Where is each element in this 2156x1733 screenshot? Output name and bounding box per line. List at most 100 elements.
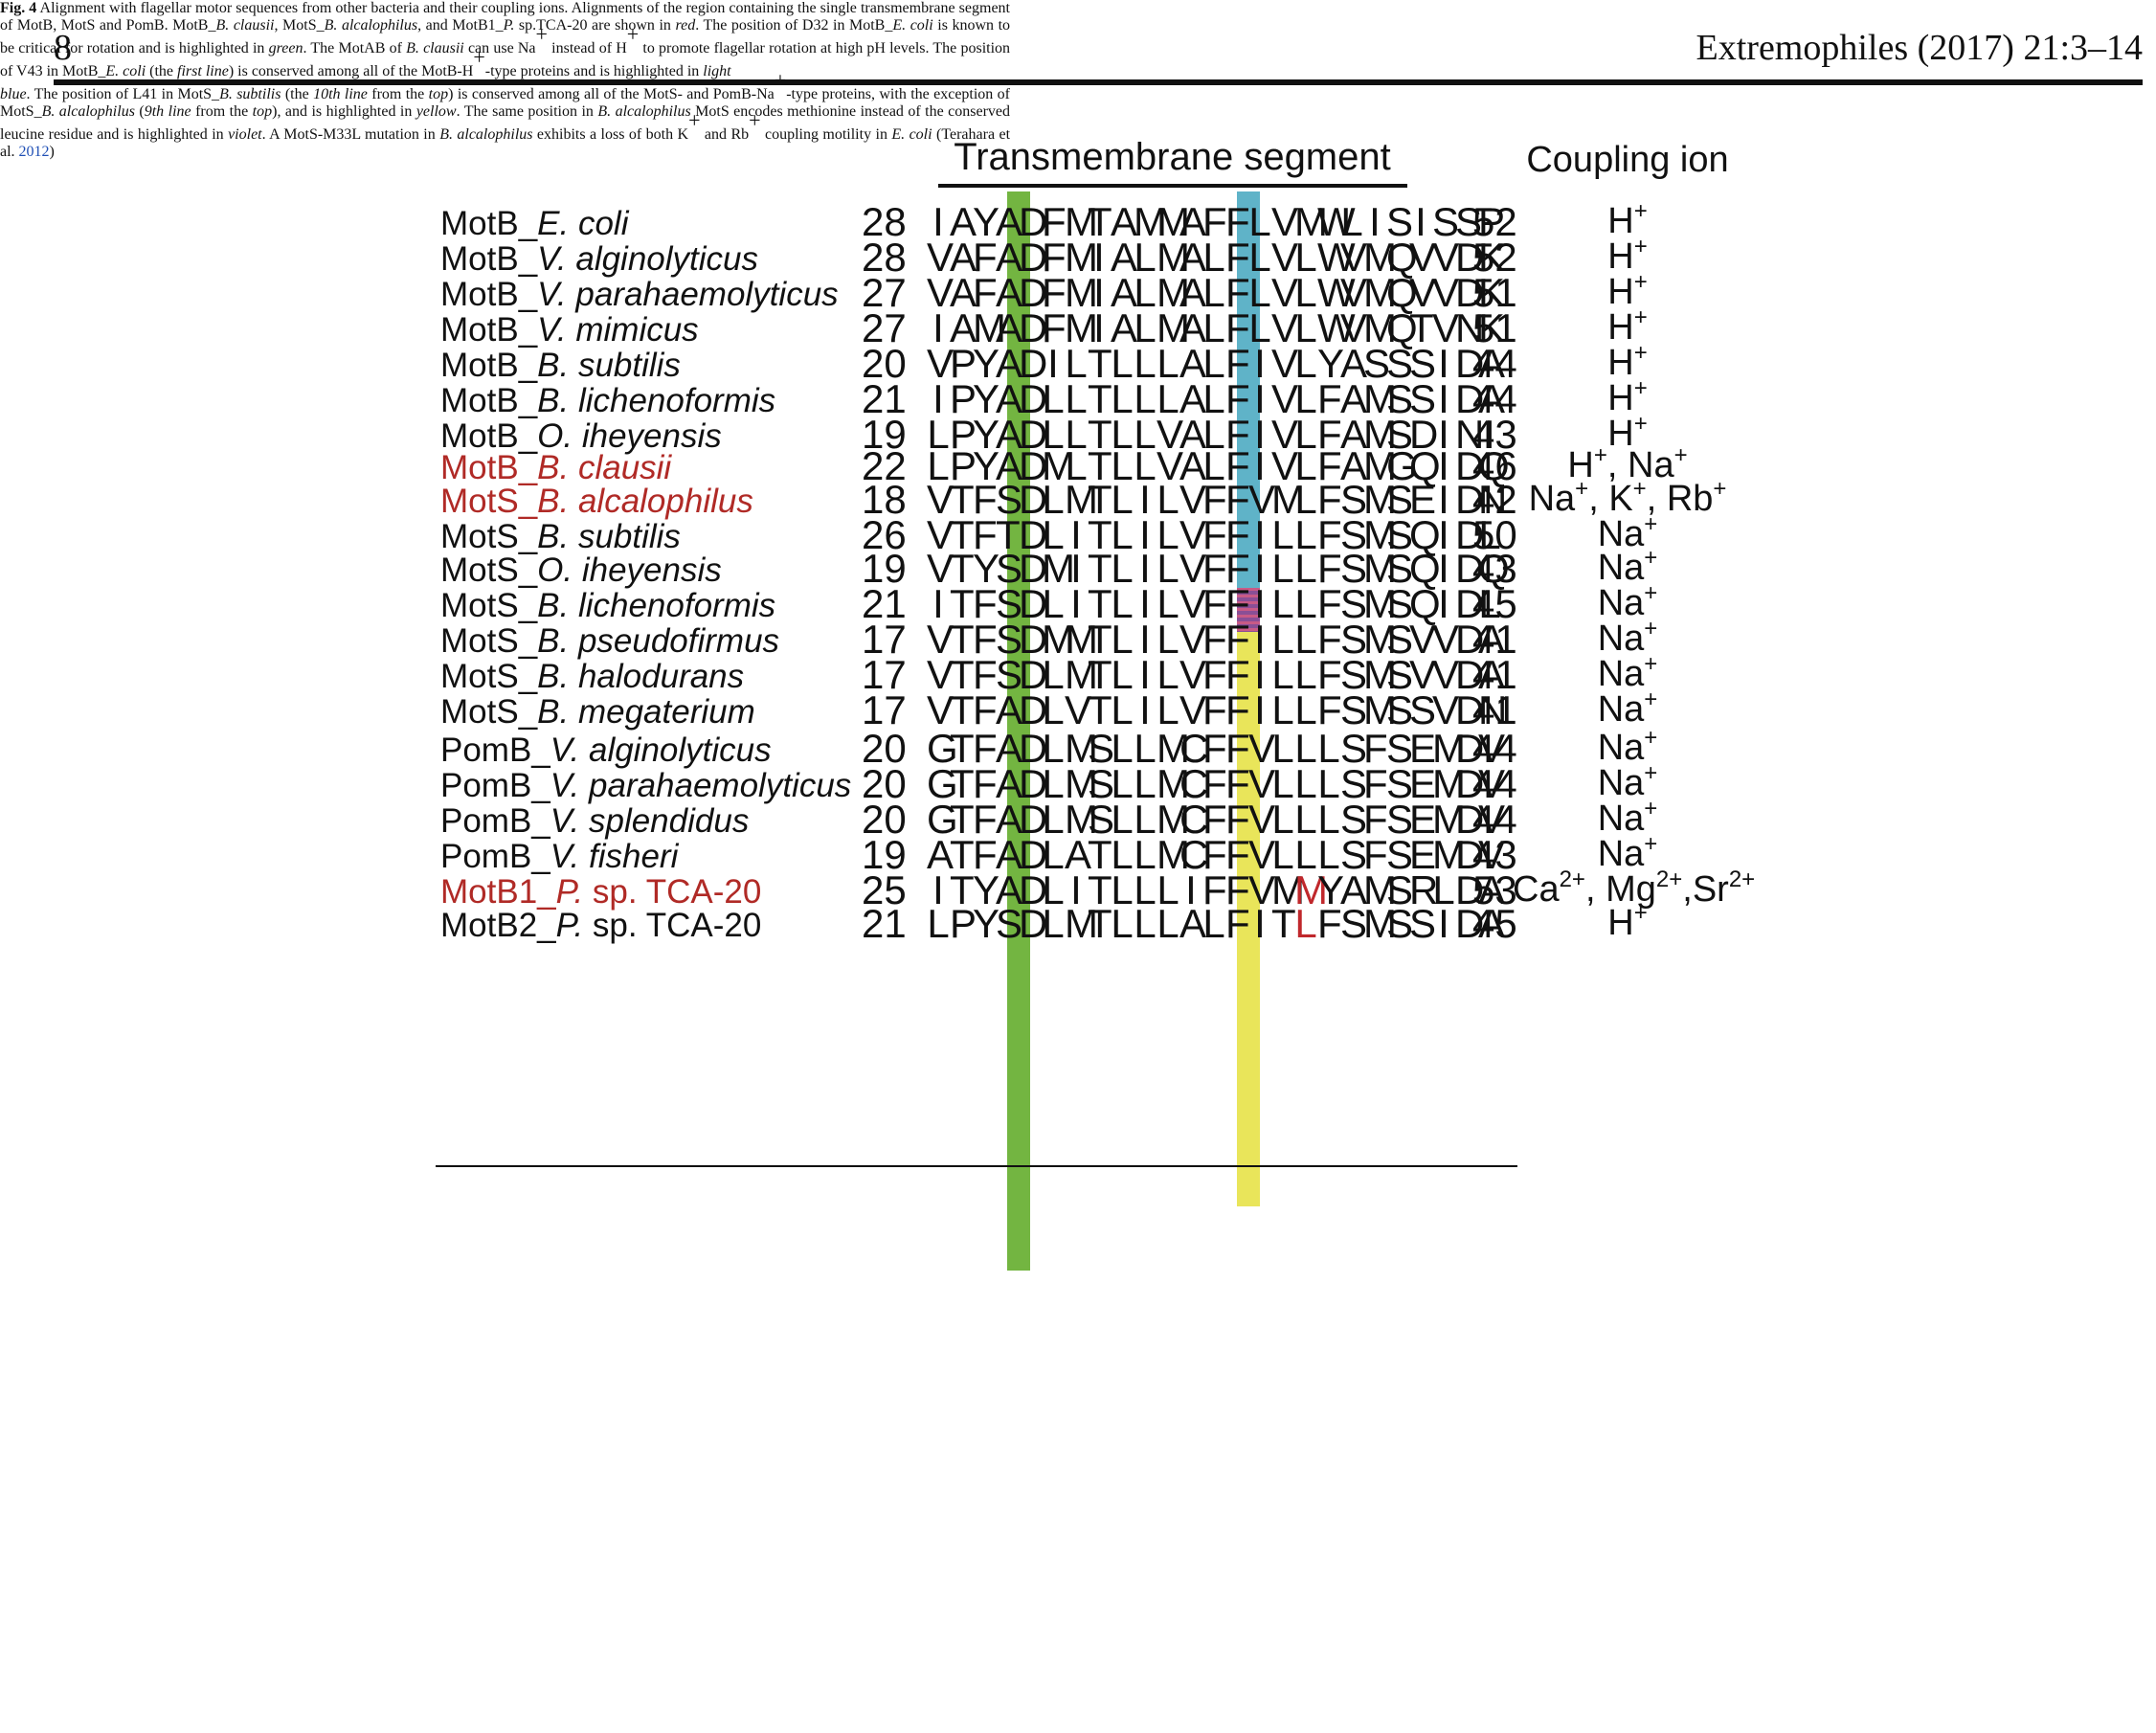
residue: K bbox=[1478, 235, 1506, 280]
residue: L bbox=[1294, 617, 1317, 662]
residue: F bbox=[1363, 726, 1388, 771]
coupling-ion: Na+ bbox=[1597, 616, 1658, 660]
end-residue: 41 bbox=[1472, 652, 1517, 697]
species-name: B. alcalophilus bbox=[537, 483, 753, 520]
caption-text: . The position of L41 in MotS_ bbox=[26, 86, 220, 102]
end-residue: 53 bbox=[1472, 867, 1517, 912]
residue: F bbox=[1225, 376, 1250, 421]
residue: L bbox=[1157, 901, 1179, 946]
residue: L bbox=[1065, 341, 1088, 386]
residue: Y bbox=[973, 341, 1000, 386]
residue: E bbox=[1409, 477, 1437, 522]
end-residue: 45 bbox=[1472, 581, 1517, 626]
residue: V bbox=[1248, 867, 1276, 912]
species-name: P. bbox=[555, 907, 584, 944]
residue: S bbox=[1340, 797, 1368, 842]
coupling-ion: Na+ bbox=[1597, 651, 1658, 695]
reference-link[interactable]: 2012 bbox=[18, 144, 50, 160]
residue: T bbox=[1088, 376, 1112, 421]
residue: S bbox=[1386, 867, 1414, 912]
residue: S bbox=[1386, 832, 1414, 877]
transmembrane-segment-underline bbox=[938, 184, 1407, 188]
residue: S bbox=[996, 652, 1023, 697]
residue: F bbox=[1363, 797, 1388, 842]
caption-text: -type proteins, with the exception of Mo… bbox=[0, 86, 1011, 120]
start-residue: 17 bbox=[862, 652, 907, 697]
residue: L bbox=[1294, 235, 1317, 280]
residue: I bbox=[932, 867, 944, 912]
residue: T bbox=[950, 726, 975, 771]
species-name: V. alginolyticus bbox=[550, 731, 772, 769]
residue: L bbox=[1294, 412, 1317, 457]
residue: V bbox=[1409, 235, 1437, 280]
residue: F bbox=[1202, 867, 1227, 912]
residue: F bbox=[1225, 761, 1250, 806]
caption-text: . The MotAB of bbox=[303, 40, 407, 56]
residue: F bbox=[1317, 687, 1342, 732]
alignment-row: PomB_V. fisheri 19 A T F A D L A T L L M C F F V L L L S F S E M… bbox=[0, 832, 2156, 882]
residue: E bbox=[1409, 761, 1437, 806]
residue: A bbox=[996, 376, 1023, 421]
protein-prefix: MotS_ bbox=[440, 658, 538, 695]
end-residue: 42 bbox=[1472, 477, 1517, 522]
start-residue: 22 bbox=[862, 443, 907, 488]
caption-text: yellow bbox=[415, 103, 457, 120]
residue: F bbox=[1317, 443, 1342, 488]
residue: T bbox=[1088, 581, 1112, 626]
residue: L bbox=[1111, 832, 1134, 877]
residue: M bbox=[1363, 901, 1397, 946]
header-rule bbox=[54, 79, 2143, 85]
end-residue: 50 bbox=[1472, 512, 1517, 557]
caption-text: . The position of D32 in MotB_ bbox=[695, 17, 893, 34]
residue: T bbox=[950, 617, 975, 662]
residue: F bbox=[1225, 617, 1250, 662]
caption-text: from the bbox=[191, 103, 253, 120]
caption-text: P. bbox=[503, 17, 515, 34]
residue: Y bbox=[973, 443, 1000, 488]
residue: V bbox=[1065, 687, 1092, 732]
residue: L bbox=[1157, 546, 1179, 591]
highlight-violet-m bbox=[1237, 588, 1260, 632]
caption-text: B. clausii bbox=[406, 40, 464, 56]
residue: L bbox=[1271, 797, 1294, 842]
start-residue: 20 bbox=[862, 341, 907, 386]
residue: I bbox=[1070, 512, 1082, 557]
residue: S bbox=[1386, 581, 1414, 626]
residue: T bbox=[1088, 867, 1112, 912]
residue: A bbox=[996, 726, 1023, 771]
caption-text: ( bbox=[134, 103, 145, 120]
residue: T bbox=[1088, 477, 1112, 522]
residue: L bbox=[1042, 687, 1065, 732]
end-residue: 43 bbox=[1472, 412, 1517, 457]
caption-text: (Terahara et al. bbox=[0, 126, 1011, 160]
residue: I bbox=[1254, 901, 1266, 946]
species-name: V. parahaemolyticus bbox=[537, 276, 839, 313]
residue: S bbox=[996, 617, 1023, 662]
protein-name: MotB_V. parahaemolyticus bbox=[440, 276, 839, 314]
caption-text: exhibits a loss of both K bbox=[532, 126, 689, 143]
residue: K bbox=[1478, 305, 1506, 350]
residue: F bbox=[1317, 581, 1342, 626]
residue: F bbox=[1225, 305, 1250, 350]
residue: L bbox=[1478, 512, 1501, 557]
alignment-row: MotS_B. lichenoformis 21 I T F S D L I T L I L V F F I L L… bbox=[0, 581, 2156, 631]
residue: L bbox=[1042, 761, 1065, 806]
residue: S bbox=[996, 581, 1023, 626]
residue: L bbox=[927, 901, 950, 946]
residue: F bbox=[1202, 199, 1227, 244]
residue: A bbox=[996, 412, 1023, 457]
caption-text: ) is conserved among all of the MotB-H bbox=[228, 63, 474, 79]
caption-text: E. coli bbox=[105, 63, 146, 79]
residue: F bbox=[1225, 443, 1250, 488]
start-residue: 28 bbox=[862, 235, 907, 280]
residue: A bbox=[950, 235, 977, 280]
residue: T bbox=[950, 867, 975, 912]
residue: L bbox=[1294, 341, 1317, 386]
residue: I bbox=[1139, 546, 1151, 591]
